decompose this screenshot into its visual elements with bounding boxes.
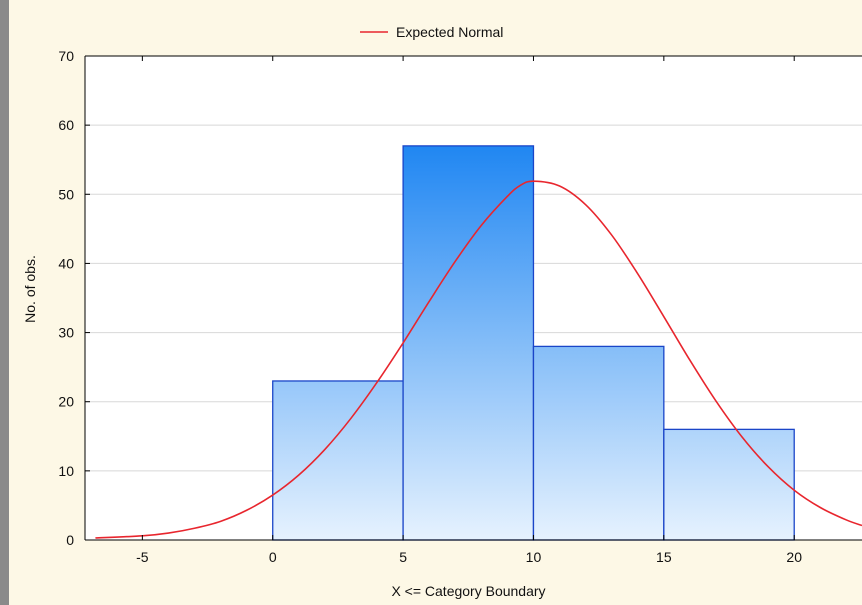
x-axis-ticks: -5 0 5 10 15 20 xyxy=(136,56,802,565)
x-tick-label: -5 xyxy=(136,549,149,565)
histogram-bar-2 xyxy=(402,145,535,541)
window-left-border xyxy=(0,0,9,605)
y-tick-label: 30 xyxy=(58,325,74,341)
x-tick-label: 15 xyxy=(656,549,672,565)
y-tick-label: 70 xyxy=(58,48,74,64)
y-tick-label: 60 xyxy=(58,117,74,133)
x-tick-label: 20 xyxy=(786,549,802,565)
histogram-bar-3 xyxy=(532,345,665,541)
x-tick-label: 0 xyxy=(269,549,277,565)
y-axis-ticks: 0 10 20 30 40 50 60 70 xyxy=(58,48,90,548)
x-tick-label: 10 xyxy=(526,549,542,565)
x-axis-title: X <= Category Boundary xyxy=(391,583,545,599)
x-tick-label: 5 xyxy=(399,549,407,565)
histogram-bar-1 xyxy=(272,380,404,541)
y-tick-label: 40 xyxy=(58,255,74,271)
legend-label-expected-normal: Expected Normal xyxy=(396,24,503,40)
expected-normal-curve-layer xyxy=(95,180,862,539)
histogram-bars xyxy=(272,145,795,541)
y-tick-label: 0 xyxy=(66,532,74,548)
legend: Expected Normal xyxy=(360,24,503,40)
expected-normal-curve xyxy=(95,180,862,539)
y-tick-label: 50 xyxy=(58,186,74,202)
y-tick-label: 20 xyxy=(58,394,74,410)
axes xyxy=(84,55,862,541)
y-axis-title: No. of obs. xyxy=(22,255,38,323)
histogram-bar-4 xyxy=(663,428,795,541)
y-tick-label: 10 xyxy=(58,463,74,479)
